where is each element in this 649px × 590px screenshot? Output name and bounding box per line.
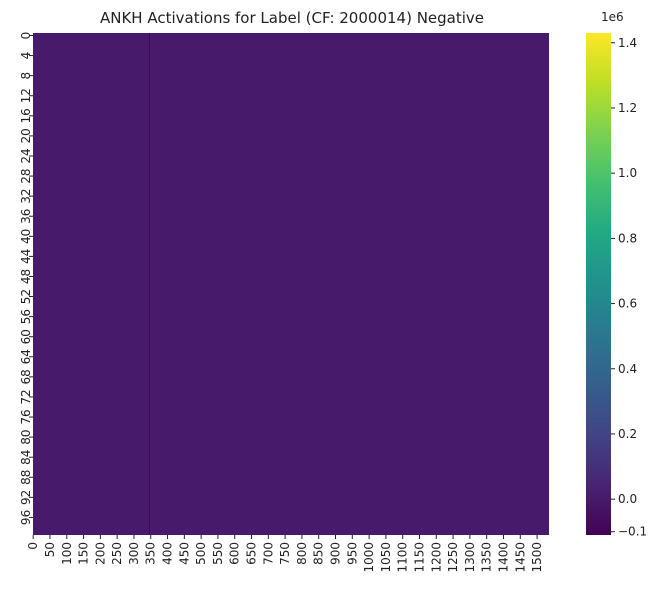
x-tick-label: 50 <box>43 542 57 557</box>
x-tick-label: 550 <box>211 542 225 565</box>
x-tick-label: 1300 <box>463 542 477 573</box>
y-tick-label: 16 <box>19 108 33 123</box>
y-tick-label: 36 <box>19 209 33 224</box>
x-tick-label: 650 <box>245 542 259 565</box>
y-tick-label: 88 <box>19 470 33 485</box>
heatmap-cells <box>33 33 549 535</box>
y-tick-label: 56 <box>19 309 33 324</box>
x-tick-label: 1400 <box>496 542 510 573</box>
y-tick-label: 28 <box>19 168 33 183</box>
y-tick-label: 48 <box>19 269 33 284</box>
x-tick-label: 300 <box>127 542 141 565</box>
y-tick-label: 80 <box>19 429 33 444</box>
y-tick-label: 64 <box>19 349 33 364</box>
y-tick-label: 68 <box>19 369 33 384</box>
y-tick-label: 24 <box>19 148 33 163</box>
heatmap-area <box>33 33 549 535</box>
x-tick-label: 1100 <box>396 542 410 573</box>
x-tick-label: 1200 <box>429 542 443 573</box>
x-tick-label: 200 <box>93 542 107 565</box>
colorbar-gradient <box>586 33 611 535</box>
y-tick-label: 0 <box>19 32 33 40</box>
x-tick-label: 800 <box>295 542 309 565</box>
chart-title: ANKH Activations for Label (CF: 2000014)… <box>100 9 484 27</box>
x-tick-label: 900 <box>329 542 343 565</box>
x-tick-label: 400 <box>161 542 175 565</box>
colorbar-tick-label: 0.8 <box>618 231 637 245</box>
x-tick-label: 1350 <box>480 542 494 573</box>
colorbar: 1.4 1.2 1.0 0.8 0.6 0.4 0.2 0.0 −0.1 1e6 <box>586 10 647 539</box>
x-tick-label: 1000 <box>362 542 376 573</box>
x-tick-label: 1150 <box>412 542 426 573</box>
y-axis: 0481216202428323640444852566064687276808… <box>19 32 33 525</box>
x-tick-label: 700 <box>261 542 275 565</box>
y-tick-label: 60 <box>19 329 33 344</box>
colorbar-tick-label: 1.0 <box>618 166 637 180</box>
colorbar-tick-label: 1.2 <box>618 101 637 115</box>
x-tick-label: 850 <box>312 542 326 565</box>
x-tick-label: 500 <box>194 542 208 565</box>
x-tick-label: 1250 <box>446 542 460 573</box>
x-axis: 0 50 100 150 200 250 300 350 400 450 500 550 600 650 7… <box>26 535 544 573</box>
colorbar-tick-label: 1.4 <box>618 36 637 50</box>
colorbar-tick-label: −0.1 <box>618 525 647 539</box>
colorbar-tick-label: 0.6 <box>618 297 637 311</box>
x-tick-label: 1450 <box>513 542 527 573</box>
y-tick-label: 84 <box>19 450 33 465</box>
x-tick-label: 100 <box>60 542 74 565</box>
x-tick-label: 1050 <box>379 542 393 573</box>
x-tick-label: 150 <box>77 542 91 565</box>
x-tick-label: 600 <box>228 542 242 565</box>
x-tick-label: 750 <box>278 542 292 565</box>
x-tick-label: 1500 <box>530 542 544 573</box>
x-tick-label: 450 <box>177 542 191 565</box>
y-tick-label: 32 <box>19 189 33 204</box>
y-tick-label: 76 <box>19 409 33 424</box>
x-tick-label: 250 <box>110 542 124 565</box>
y-tick-label: 20 <box>19 128 33 143</box>
x-tick-label: 950 <box>345 542 359 565</box>
y-tick-label: 96 <box>19 510 33 525</box>
y-tick-label: 4 <box>19 52 33 60</box>
y-tick-label: 92 <box>19 490 33 505</box>
y-tick-label: 44 <box>19 249 33 264</box>
y-tick-label: 8 <box>19 72 33 80</box>
heatmap-outlier-column <box>148 33 150 535</box>
colorbar-tick-label: 0.4 <box>618 362 637 376</box>
y-tick-label: 12 <box>19 88 33 103</box>
x-tick-label: 350 <box>144 542 158 565</box>
colorbar-tick-label: 0.2 <box>618 427 637 441</box>
colorbar-scale-label: 1e6 <box>601 10 624 24</box>
y-tick-label: 52 <box>19 289 33 304</box>
y-tick-label: 72 <box>19 389 33 404</box>
y-tick-label: 40 <box>19 229 33 244</box>
colorbar-tick-label: 0.0 <box>618 492 637 506</box>
x-tick-label: 0 <box>26 542 40 550</box>
